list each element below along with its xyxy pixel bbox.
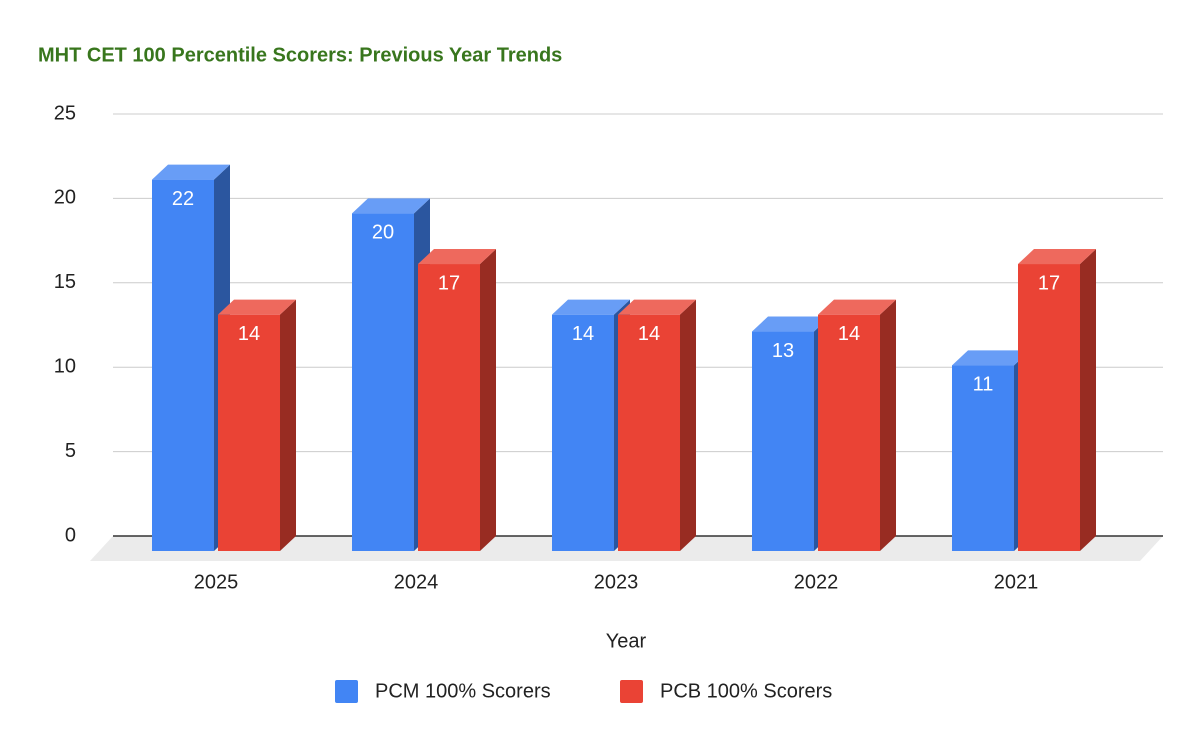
bar-top — [418, 249, 496, 265]
bar — [152, 179, 214, 551]
x-tick-label: 2023 — [594, 571, 639, 593]
value-label: 22 — [172, 188, 194, 210]
bar-side — [880, 299, 896, 551]
x-tick-label: 2025 — [194, 571, 239, 593]
y-tick-label: 5 — [65, 440, 76, 462]
bar-top — [618, 299, 696, 315]
legend-label: PCB 100% Scorers — [660, 680, 832, 702]
bar-side — [280, 299, 296, 551]
value-label: 11 — [973, 374, 994, 396]
y-tick-label: 0 — [65, 524, 76, 546]
value-label: 17 — [438, 272, 460, 294]
legend-label: PCM 100% Scorers — [375, 680, 551, 702]
bar-top — [152, 164, 230, 180]
bar — [552, 314, 614, 551]
bar-top — [818, 299, 896, 315]
bar — [418, 264, 480, 551]
bar — [752, 331, 814, 551]
bar — [952, 365, 1014, 551]
y-tick-label: 25 — [54, 102, 76, 124]
bar-side — [680, 299, 696, 551]
bar — [218, 314, 280, 551]
value-label: 20 — [372, 222, 394, 244]
bar-top — [952, 350, 1030, 366]
y-tick-label: 10 — [54, 355, 76, 377]
x-tick-label: 2022 — [794, 571, 839, 593]
y-tick-label: 20 — [54, 187, 76, 209]
value-label: 14 — [238, 323, 260, 345]
bar-side — [1080, 249, 1096, 552]
bar-top — [552, 299, 630, 315]
bar — [1018, 264, 1080, 551]
x-axis-label: Year — [606, 630, 647, 652]
value-label: 13 — [772, 340, 794, 362]
legend-swatch — [620, 680, 643, 703]
x-tick-label: 2021 — [994, 571, 1039, 593]
bar-top — [218, 299, 296, 315]
value-label: 17 — [1038, 272, 1060, 294]
value-label: 14 — [638, 323, 660, 345]
bar-top — [352, 198, 430, 214]
bar-top — [752, 316, 830, 332]
chart-title: MHT CET 100 Percentile Scorers: Previous… — [38, 44, 562, 66]
y-tick-label: 15 — [54, 271, 76, 293]
value-label: 14 — [838, 323, 860, 345]
bar-top — [1018, 249, 1096, 265]
legend-swatch — [335, 680, 358, 703]
bar — [618, 314, 680, 551]
value-label: 14 — [572, 323, 594, 345]
x-tick-label: 2024 — [394, 571, 439, 593]
bar-side — [480, 249, 496, 552]
bar — [818, 314, 880, 551]
bar — [352, 213, 414, 551]
